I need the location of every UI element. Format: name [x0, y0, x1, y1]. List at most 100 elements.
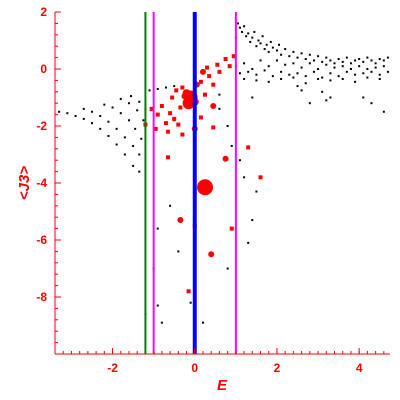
data-point	[271, 75, 274, 78]
data-point	[130, 95, 133, 98]
highlight-point	[258, 175, 263, 180]
highlight-point	[229, 226, 234, 231]
data-point	[296, 72, 299, 75]
highlight-point	[170, 95, 175, 100]
data-point	[280, 70, 283, 73]
data-point	[362, 72, 365, 75]
highlight-point	[180, 132, 185, 137]
data-point	[249, 40, 252, 43]
data-point	[378, 58, 381, 61]
data-point	[177, 250, 180, 253]
highlight-point	[186, 289, 191, 294]
data-point	[173, 85, 176, 88]
data-point	[370, 70, 373, 73]
data-point	[271, 46, 274, 49]
data-point	[358, 65, 361, 68]
data-point	[236, 22, 239, 25]
data-point	[138, 153, 141, 156]
highlight-point	[211, 82, 216, 87]
data-point	[132, 164, 135, 167]
data-point	[341, 60, 344, 63]
data-point	[142, 119, 145, 122]
data-point	[160, 321, 163, 324]
data-point	[115, 127, 118, 130]
data-point	[288, 73, 291, 76]
data-point	[325, 56, 328, 59]
data-point	[345, 56, 348, 59]
y-tick-label: -6	[36, 233, 47, 247]
data-point	[362, 60, 365, 63]
data-point	[243, 176, 246, 179]
highlight-point	[222, 155, 229, 162]
data-point	[251, 219, 254, 222]
data-point	[321, 76, 324, 79]
data-point	[226, 125, 229, 127]
data-point	[243, 62, 246, 65]
highlight-point	[178, 105, 183, 110]
data-point	[312, 59, 315, 62]
data-point	[304, 58, 307, 61]
data-point	[238, 159, 241, 162]
data-point	[136, 109, 139, 112]
data-point	[267, 50, 270, 53]
vertical-lines	[144, 12, 237, 354]
highlight-point	[181, 93, 188, 100]
highlight-point	[153, 126, 158, 131]
data-point	[317, 68, 320, 70]
data-point	[251, 36, 254, 39]
data-point	[366, 68, 369, 70]
data-point	[58, 110, 61, 113]
data-point	[382, 59, 385, 62]
data-point	[333, 62, 336, 65]
data-point	[156, 87, 159, 90]
data-point	[300, 52, 303, 55]
data-point	[156, 227, 159, 230]
data-point	[156, 304, 159, 307]
data-point	[354, 80, 357, 83]
data-point	[382, 110, 385, 113]
data-point	[366, 56, 369, 59]
data-point	[148, 89, 151, 92]
data-point	[329, 59, 332, 62]
data-point	[140, 137, 143, 140]
data-point	[255, 79, 258, 82]
data-point	[230, 144, 233, 147]
highlight-point	[198, 115, 203, 120]
data-point	[300, 66, 303, 69]
data-point	[267, 80, 270, 83]
data-point	[378, 77, 381, 80]
y-tick-label: -8	[36, 290, 47, 304]
data-point	[119, 112, 122, 115]
highlight-point	[159, 104, 164, 109]
data-point	[189, 301, 192, 304]
highlight-point	[166, 155, 171, 160]
data-point	[90, 122, 93, 125]
data-point	[255, 73, 258, 76]
highlight-point	[155, 112, 160, 117]
data-point	[374, 62, 377, 65]
data-point	[317, 55, 320, 58]
data-point	[374, 66, 377, 69]
data-point	[292, 50, 295, 53]
data-point	[366, 76, 369, 79]
data-point	[132, 144, 135, 147]
data-point	[333, 66, 336, 69]
data-point	[201, 321, 204, 324]
data-point	[354, 73, 357, 76]
highlight-point	[205, 65, 210, 70]
data-point	[362, 96, 365, 99]
highlight-point	[168, 111, 173, 116]
highlight-point	[203, 92, 208, 97]
data-point	[245, 35, 248, 38]
data-point	[378, 73, 381, 76]
data-point	[288, 55, 291, 58]
data-point	[247, 32, 250, 35]
data-point	[82, 107, 85, 110]
data-point	[329, 72, 332, 75]
highlight-point	[176, 122, 181, 127]
data-point	[337, 58, 340, 61]
data-point	[127, 119, 130, 122]
data-point	[341, 77, 344, 80]
y-axis-title: <J3>	[16, 166, 33, 200]
